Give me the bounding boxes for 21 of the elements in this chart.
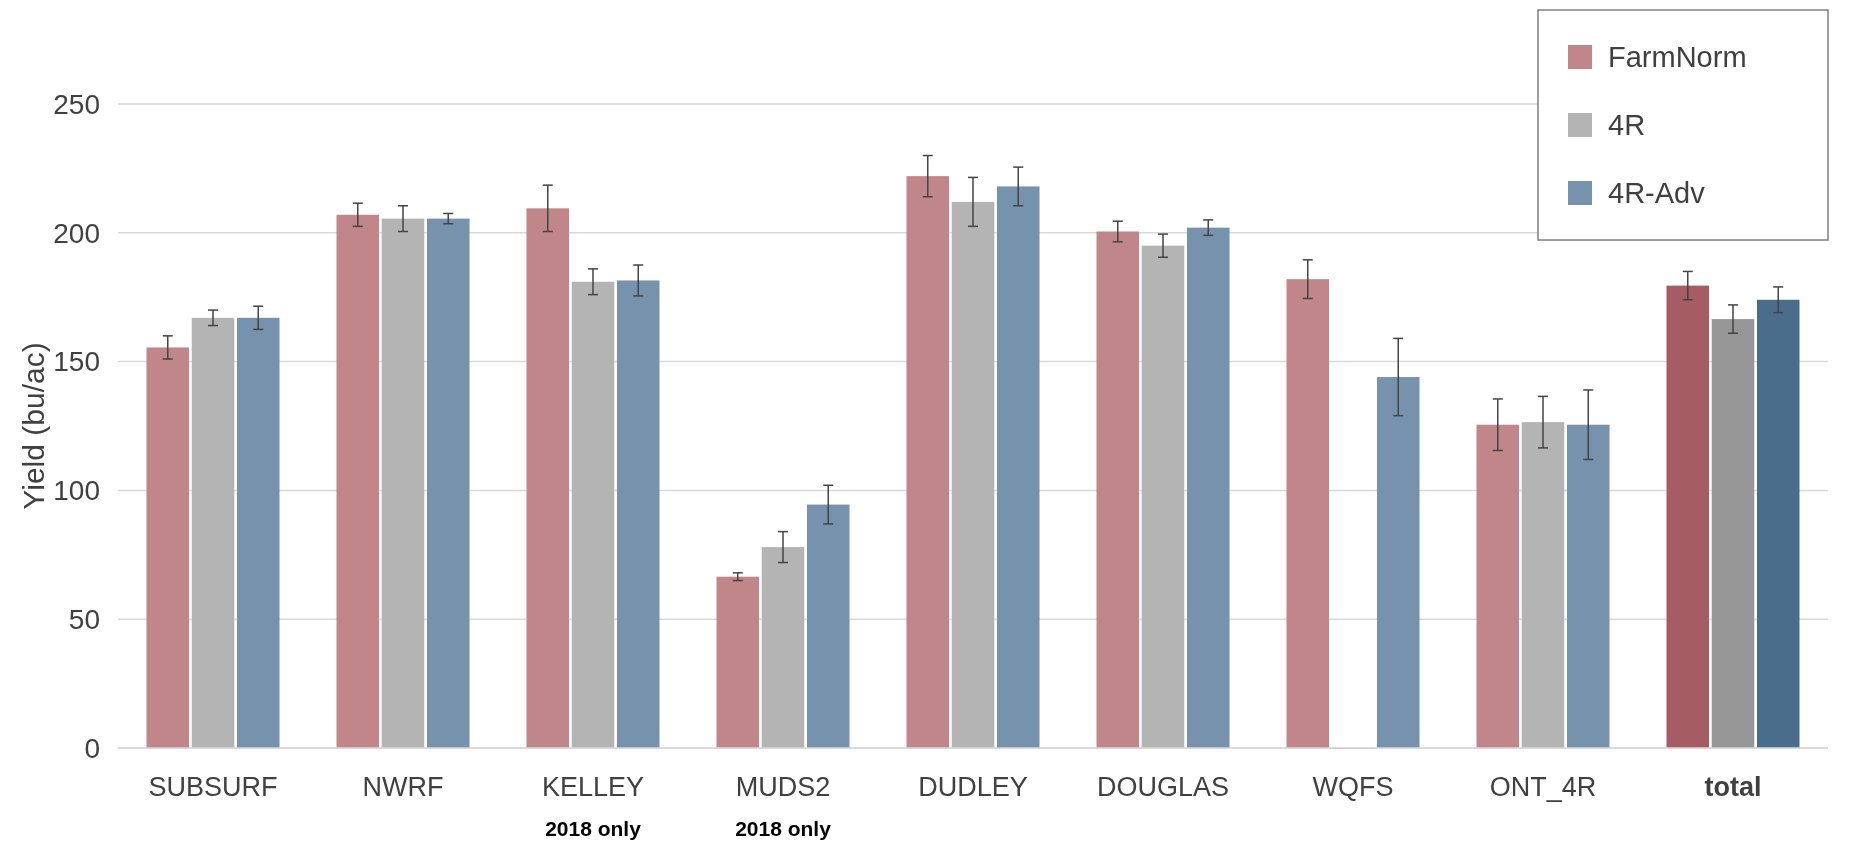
y-tick-label: 50 — [68, 604, 100, 635]
legend-label: 4R-Adv — [1608, 177, 1706, 210]
x-tick-label: NWRF — [362, 772, 444, 802]
legend-label: 4R — [1608, 109, 1646, 142]
x-tick-label: MUDS2 — [735, 772, 831, 802]
x-tick-label: DOUGLAS — [1096, 772, 1230, 802]
text: 2018 only — [545, 817, 642, 840]
y-tick-label: 250 — [53, 88, 100, 120]
y-tick-label: 0 — [84, 732, 100, 764]
y-tick-label: 200 — [53, 217, 100, 249]
y-tick-label: 150 — [53, 346, 100, 378]
x-tick-label: KELLEY — [541, 772, 645, 802]
y-tick-label: 100 — [53, 475, 100, 507]
x-tick-label: SUBSURF — [148, 772, 278, 802]
y-axis-title: Yield (bu/ac) — [17, 342, 50, 510]
x-tick-label: ONT_4R — [1489, 772, 1597, 802]
text: 2018 only — [735, 817, 832, 840]
x-tick-label: DUDLEY — [918, 772, 1028, 802]
x-tick-label: WQFS — [1312, 772, 1394, 802]
legend-label: FarmNorm — [1608, 41, 1747, 74]
x-tick-label: total — [1704, 772, 1762, 802]
